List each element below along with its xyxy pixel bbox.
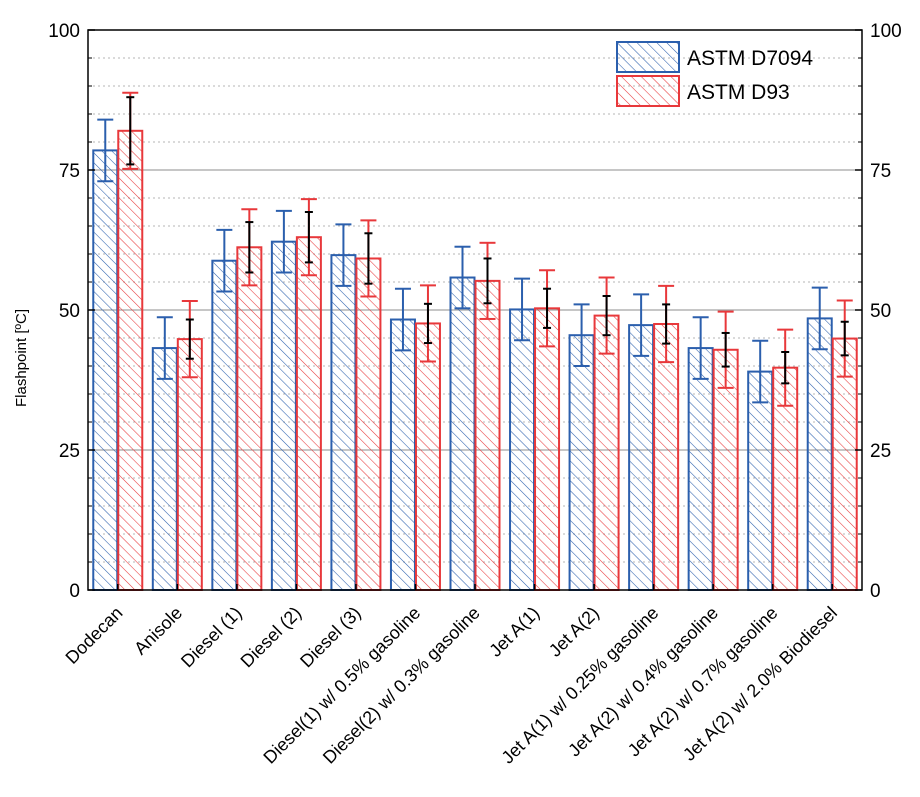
error-bar-astm-d7094-diesel-3: [335, 223, 352, 287]
y-tick-label-right: 100: [870, 21, 902, 42]
bar-astm-d93-diesel-2-w-0-3-gasoline: [474, 279, 501, 591]
legend-label-astm-d93: ASTM D93: [687, 81, 790, 104]
category-label-diesel-2: Diesel (2): [237, 603, 306, 672]
bar-astm-d93-jet-a-2: [593, 314, 620, 591]
bar-astm-d7094-diesel-3: [330, 254, 357, 591]
inner-error-bar-astm-d93-dodecan: [126, 96, 135, 166]
y-tick-label-left: 100: [48, 21, 80, 42]
y-tick-label-right: 75: [870, 161, 891, 182]
legend-swatch-astm-d7094: [616, 41, 680, 73]
inner-error-bar-astm-d93-jet-a-2-w-0-7-gasoline: [781, 351, 790, 385]
y-tick-label-left: 0: [69, 581, 80, 602]
inner-error-bar-astm-d93-jet-a-2-w-2-0-biodiesel: [840, 320, 849, 357]
category-label-dodecan: Dodecan: [61, 603, 126, 668]
bar-astm-d7094-diesel-1-w-0-5-gasoline: [389, 318, 416, 591]
bar-astm-d93-dodecan: [117, 129, 144, 592]
axis-ticks: 0 0 25 25 50 50 75 75 100 100: [48, 21, 901, 602]
error-bar-astm-d7094-jet-a-2-w-0-7-gasoline: [752, 339, 769, 404]
bar-astm-d93-jet-a-1: [534, 307, 561, 591]
bar-astm-d7094-jet-a-2-w-2-0-biodiesel: [806, 317, 833, 591]
inner-error-bar-astm-d93-diesel-1-w-0-5-gasoline: [423, 302, 432, 345]
y-tick-label-right: 25: [870, 441, 891, 462]
inner-error-bar-astm-d93-jet-a-1-w-0-25-gasoline: [662, 303, 671, 345]
inner-error-bar-astm-d93-diesel-2: [304, 211, 313, 264]
bar-astm-d7094-anisole: [151, 347, 178, 591]
bars: [92, 129, 858, 592]
error-bar-astm-d7094-anisole: [156, 316, 173, 380]
y-tick-label-right: 0: [870, 581, 881, 602]
error-bar-astm-d7094-jet-a-2: [573, 303, 590, 367]
error-bar-astm-d7094-jet-a-2-w-2-0-biodiesel: [811, 286, 828, 351]
bar-astm-d7094-diesel-1: [211, 259, 238, 591]
bar-astm-d7094-diesel-2-w-0-3-gasoline: [449, 276, 476, 591]
inner-error-bar-astm-d93-anisole: [185, 318, 194, 360]
bar-astm-d93-diesel-1-w-0-5-gasoline: [414, 322, 441, 591]
inner-error-bar-astm-d93-diesel-1: [245, 221, 254, 274]
error-bar-astm-d7094-dodecan: [97, 118, 114, 183]
bar-astm-d93-diesel-2: [295, 236, 322, 591]
error-bars: [97, 91, 853, 407]
category-label-jet-a-2: Jet A(2): [545, 603, 603, 661]
bar-astm-d7094-jet-a-1-w-0-25-gasoline: [628, 324, 655, 591]
legend: ASTM D7094 ASTM D93: [616, 41, 813, 107]
error-bar-astm-d7094-diesel-2-w-0-3-gasoline: [454, 245, 471, 310]
error-bar-astm-d7094-jet-a-1-w-0-25-gasoline: [633, 293, 650, 357]
category-label-diesel-1: Diesel (1): [177, 603, 246, 672]
error-bar-astm-d7094-jet-a-1: [514, 277, 531, 342]
error-bar-astm-d7094-diesel-2: [275, 209, 292, 274]
bar-astm-d93-jet-a-1-w-0-25-gasoline: [653, 323, 680, 591]
inner-error-bar-astm-d93-jet-a-2: [602, 295, 611, 337]
bar-astm-d7094-jet-a-2-w-0-4-gasoline: [687, 347, 714, 591]
category-label-anisole: Anisole: [130, 603, 186, 659]
inner-error-bar-astm-d93-jet-a-1: [543, 287, 552, 329]
inner-error-bar-astm-d93-diesel-2-w-0-3-gasoline: [483, 257, 492, 305]
inner-error-bar-astm-d93-diesel-3: [364, 232, 373, 285]
legend-swatch-astm-d93: [616, 75, 680, 107]
y-tick-label-left: 75: [59, 161, 80, 182]
bar-astm-d7094-dodecan: [92, 149, 119, 591]
bar-astm-d7094-jet-a-2-w-0-7-gasoline: [747, 370, 774, 591]
bar-astm-d93-diesel-1: [236, 246, 263, 591]
bar-astm-d7094-diesel-2: [270, 240, 297, 591]
error-bar-astm-d7094-diesel-1: [216, 228, 233, 293]
bar-astm-d7094-jet-a-1: [509, 308, 536, 591]
bar-astm-d7094-jet-a-2: [568, 334, 595, 592]
error-bar-astm-d7094-diesel-1-w-0-5-gasoline: [394, 287, 411, 352]
y-tick-label-right: 50: [870, 301, 891, 322]
inner-error-bar-astm-d93-jet-a-2-w-0-4-gasoline: [721, 331, 730, 368]
y-tick-label-left: 25: [59, 441, 80, 462]
y-tick-label-left: 50: [59, 301, 80, 322]
bar-astm-d93-diesel-3: [355, 257, 382, 591]
y-axis-title: Flashpoint [ºC]: [13, 309, 30, 407]
category-label-jet-a-1: Jet A(1): [485, 603, 543, 661]
error-bar-astm-d7094-jet-a-2-w-0-4-gasoline: [692, 316, 709, 380]
legend-label-astm-d7094: ASTM D7094: [687, 47, 813, 70]
